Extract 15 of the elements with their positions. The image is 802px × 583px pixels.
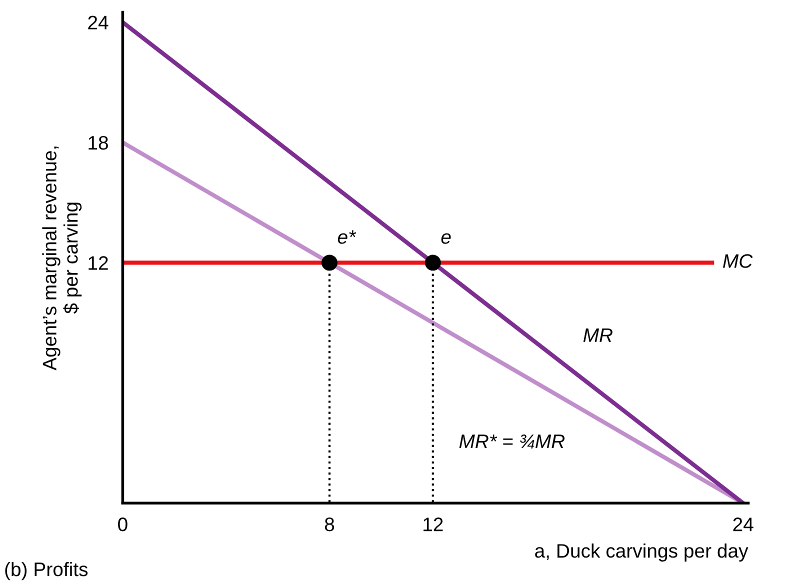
y-tick-label: 24 <box>88 16 108 30</box>
x-tick-label: 24 <box>733 518 754 532</box>
x-tick-label: 8 <box>324 518 334 532</box>
y-axis-title: Agent’s marginal revenue, $ per carving <box>42 146 82 370</box>
y-tick-label: 12 <box>88 256 108 270</box>
annotation: e <box>441 233 451 244</box>
y-tick-label: 18 <box>88 136 108 150</box>
annotation: e* <box>338 230 356 244</box>
annotation: MC <box>723 254 753 268</box>
x-axis-title: a, Duck carvings per day <box>535 543 748 562</box>
x-tick-label: 12 <box>424 518 443 532</box>
text: (b) Profits <box>5 562 88 580</box>
annotation: MR* = ¾MR <box>459 434 565 448</box>
annotation: MR <box>583 328 612 342</box>
x-tick-label: 0 <box>118 518 128 532</box>
